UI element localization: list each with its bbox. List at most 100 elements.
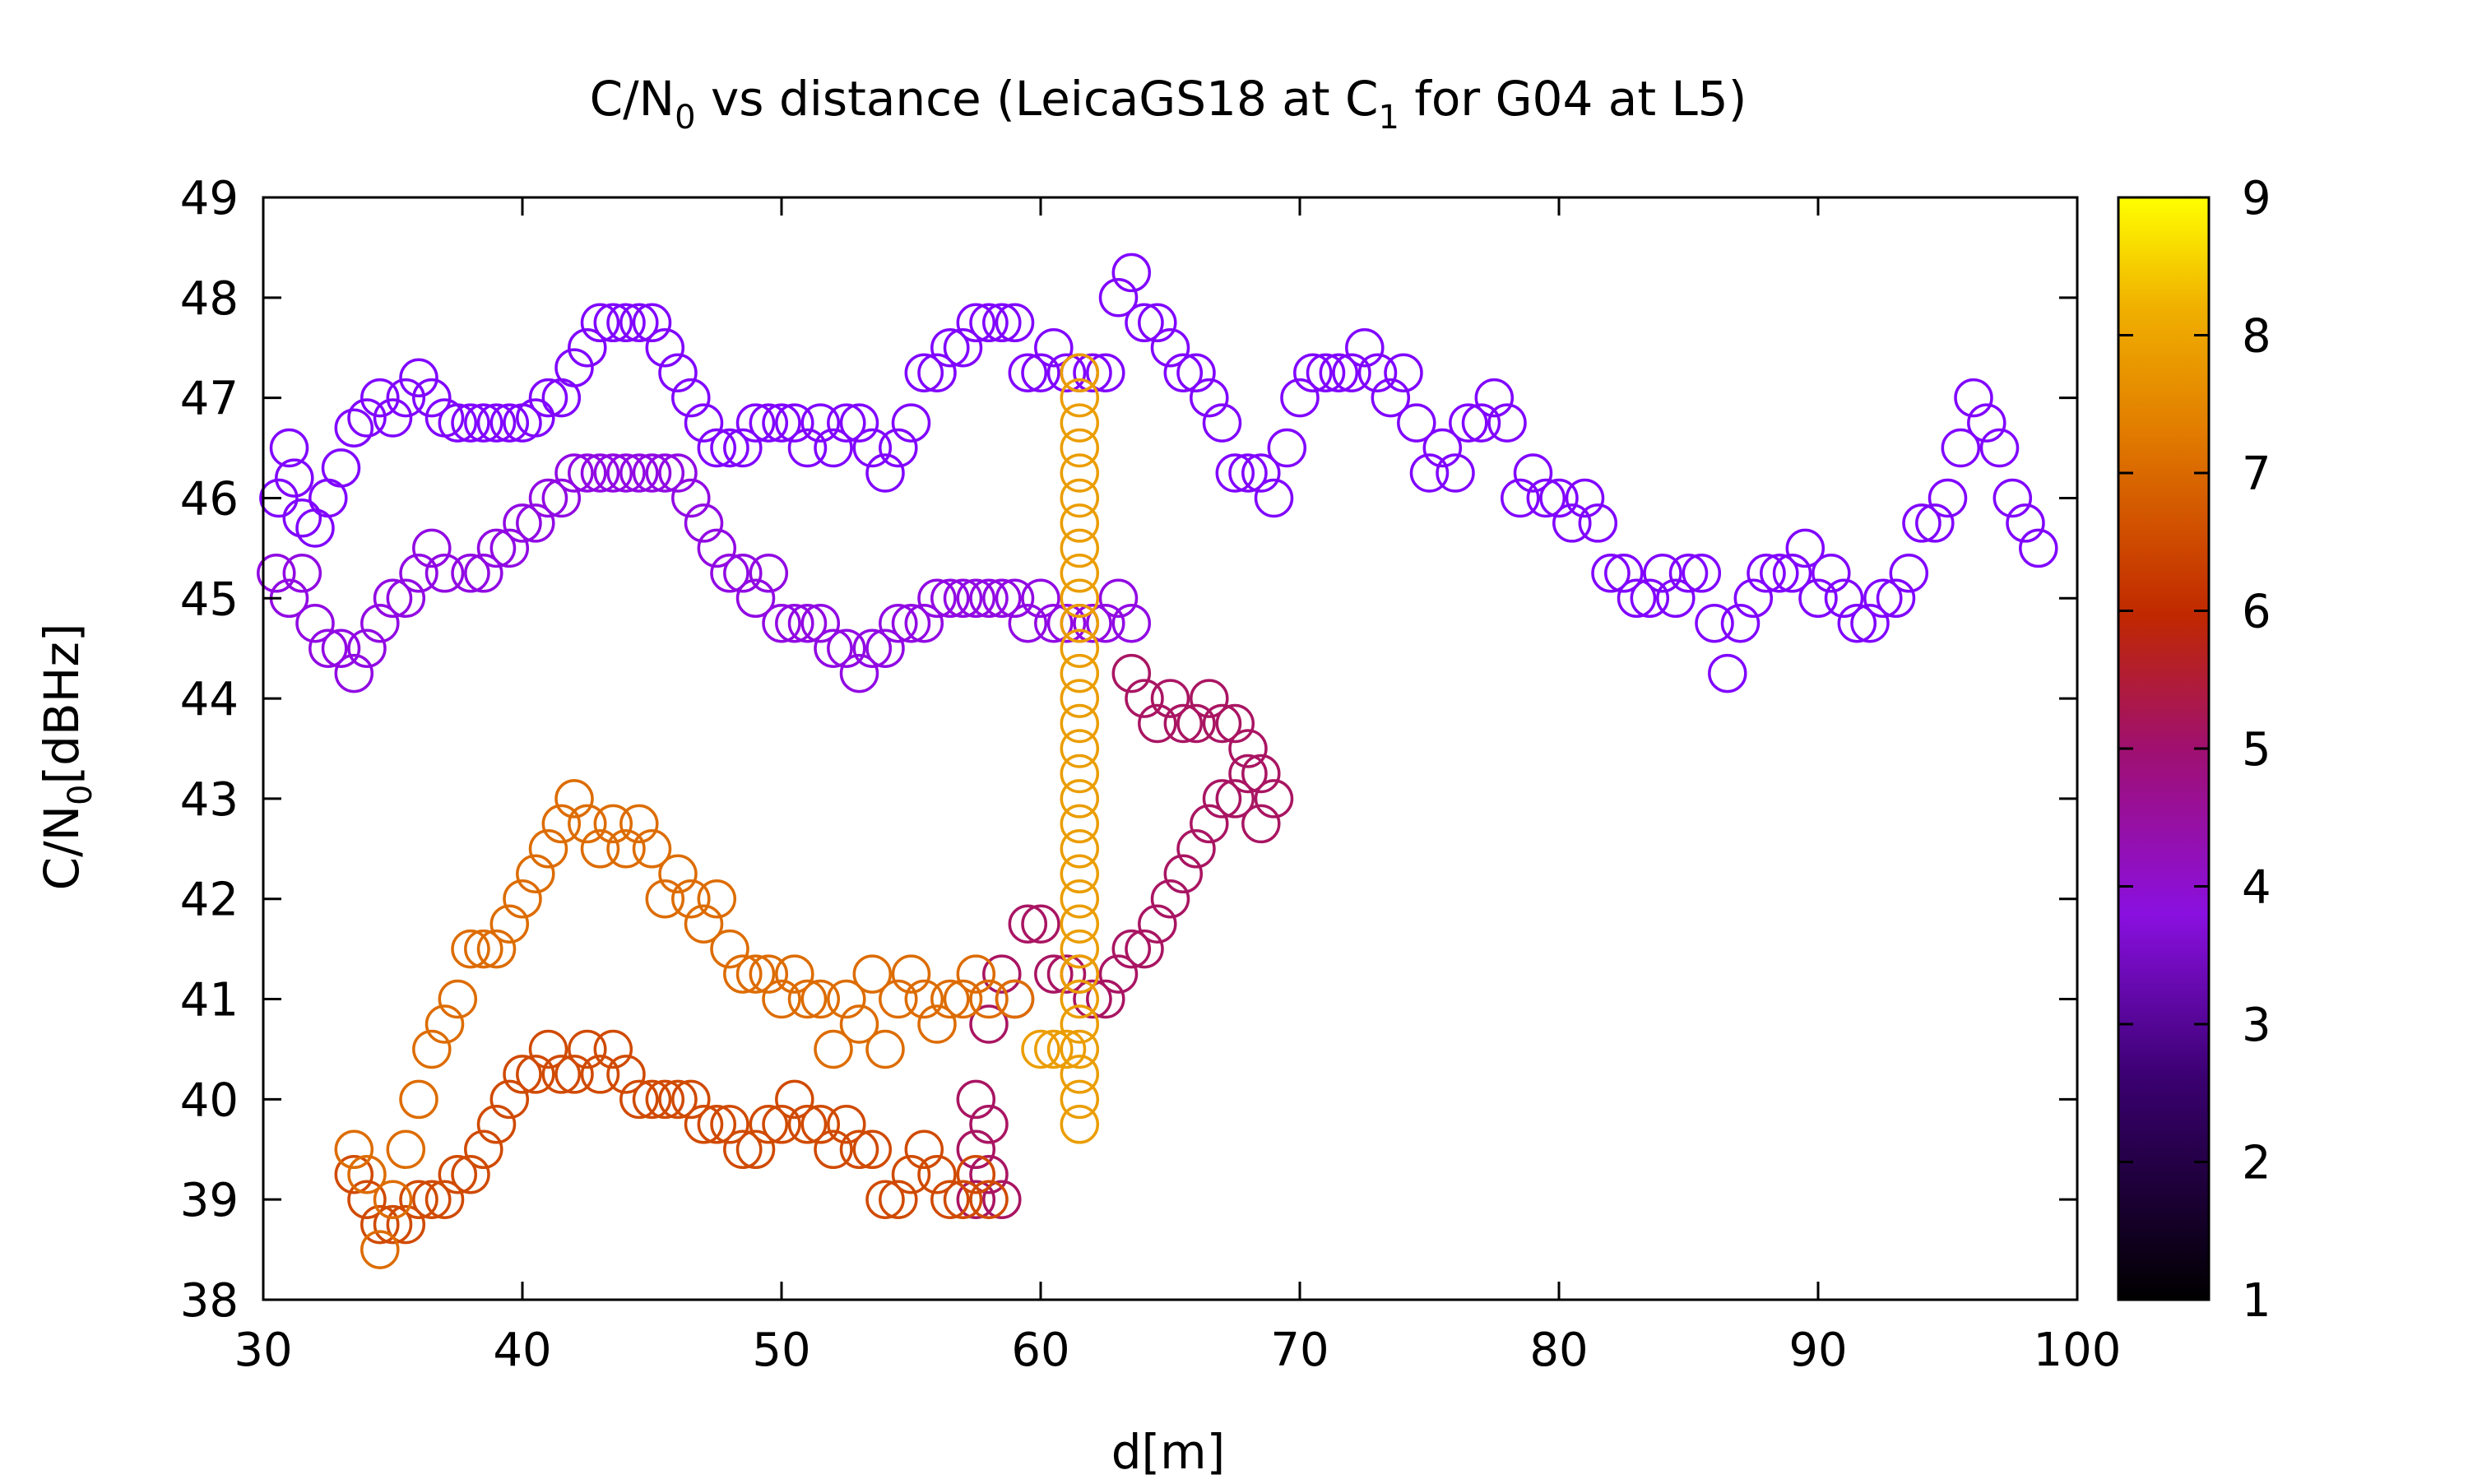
data-point [1668,554,1709,593]
data-point [1150,679,1190,718]
data-point [697,879,737,919]
data-point [554,779,594,819]
x-tick-label: 80 [1529,1324,1588,1377]
data-point [1202,779,1242,819]
data-point [1604,554,1644,593]
x-tick-label: 70 [1270,1324,1329,1377]
data-point [1060,829,1100,869]
data-point [606,453,646,493]
data-point [386,378,426,418]
data-point [891,403,931,443]
data-point [787,428,828,468]
data-point [800,603,841,643]
data-point [710,428,749,468]
data-point [451,1154,490,1194]
data-point [373,578,413,619]
data-point [1979,428,2020,468]
data-point [360,1230,400,1269]
data-point [1060,554,1100,593]
y-tick-label: 46 [180,472,239,526]
data-point [1863,578,1903,619]
data-point [632,453,672,493]
data-point [710,929,749,969]
data-point [1695,603,1734,643]
data-point [1008,603,1048,643]
data-point [814,428,853,468]
data-point [1098,578,1139,619]
data-point [1202,703,1242,744]
data-point [645,1079,685,1120]
data-point [275,458,314,498]
data-point [735,403,776,443]
data-point [1760,554,1799,593]
data-point [1487,403,1527,443]
data-point [943,327,983,368]
data-point [1565,478,1605,518]
data-point [1241,804,1281,844]
data-point [1098,278,1139,318]
data-point [360,378,400,418]
data-point [995,979,1035,1019]
data-point [865,453,905,493]
data-point [1941,428,1981,468]
data-point [373,1180,413,1219]
data-point [1060,754,1100,794]
data-point [464,403,503,443]
x-tick-label: 50 [752,1324,810,1377]
data-point [1021,353,1060,392]
y-tick-label: 38 [180,1274,239,1328]
data-point [503,879,542,919]
data-point [399,1079,438,1120]
data-point [438,1154,478,1194]
data-point [1306,353,1346,392]
x-tick-label: 90 [1788,1324,1847,1377]
data-point [775,403,814,443]
data-point [1125,303,1164,343]
data-point [541,804,582,844]
data-point [1785,528,1825,568]
data-point [930,327,970,368]
data-point [1111,253,1152,293]
data-point [1241,453,1281,493]
x-tick-label: 100 [2034,1324,2122,1377]
y-tick-label: 49 [180,172,239,225]
data-point [814,628,853,668]
data-point [1384,353,1423,392]
data-point [697,528,737,568]
data-point [1073,353,1112,392]
colorbar-tick-label: 5 [2242,723,2271,777]
data-point [412,378,452,418]
data-point [593,804,633,844]
data-point [839,403,879,443]
data-point [645,327,685,368]
data-point [800,403,841,443]
data-point [1060,653,1100,693]
data-point [969,303,1009,343]
data-point [775,603,814,643]
data-point [1060,1004,1100,1044]
data-point [956,303,996,343]
data-point [1060,804,1100,844]
data-point [2019,528,2058,568]
data-point [412,1180,452,1219]
data-point [321,448,361,488]
data-point [1954,378,1993,418]
data-point [451,929,490,969]
data-point [969,1180,1009,1219]
data-point [568,1029,607,1069]
data-point [1034,603,1074,643]
data-point [464,1129,503,1170]
data-point [684,503,724,543]
data-point [308,628,348,668]
data-point [1228,754,1268,794]
data-point [632,303,672,343]
data-point [762,979,801,1019]
data-point [360,1204,400,1245]
colorbar-tick-label: 7 [2242,448,2271,501]
x-axis-label: d[m] [1111,1424,1226,1480]
data-point [827,403,866,443]
data-point [1202,403,1242,443]
data-point [943,578,983,619]
data-point [295,603,335,643]
